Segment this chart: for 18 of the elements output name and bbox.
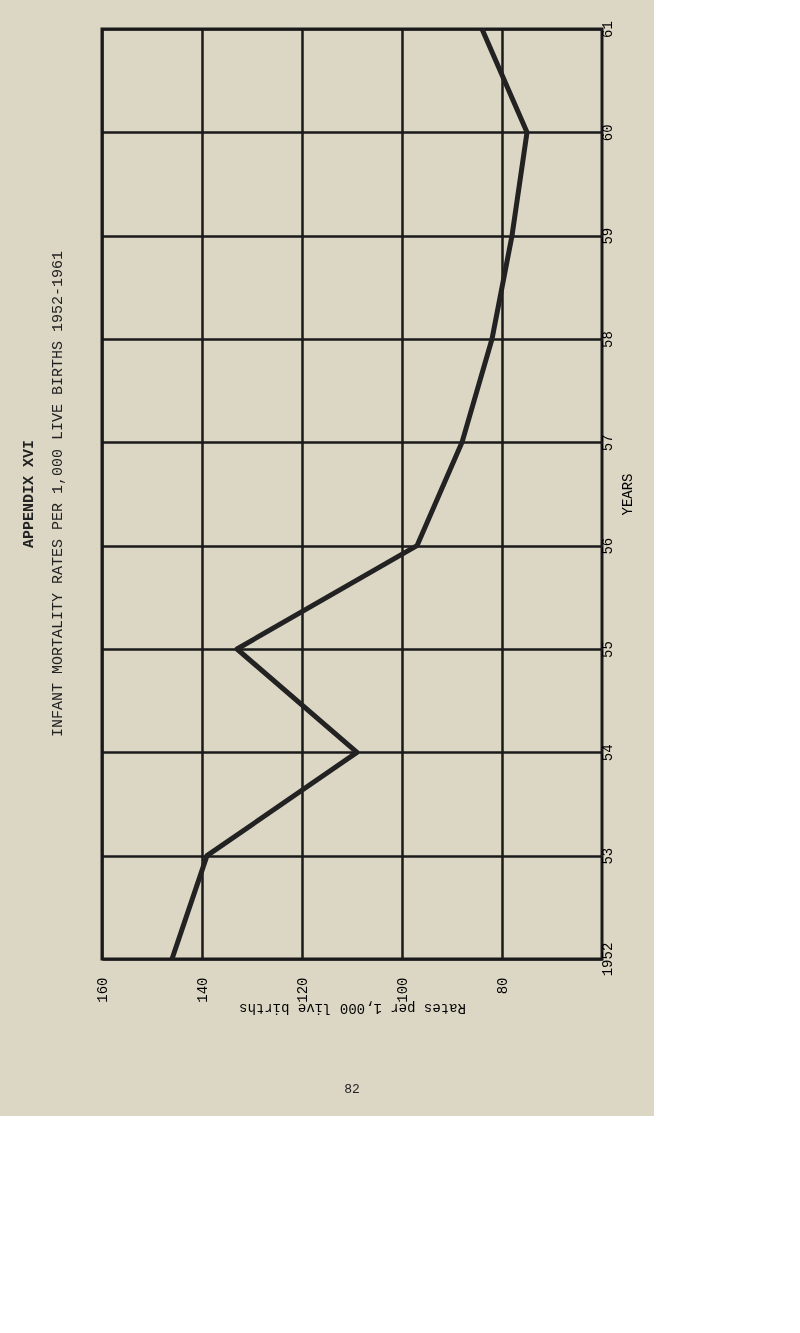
x-tick-label: 100: [394, 977, 411, 1003]
y-tick-label: 53: [599, 847, 616, 865]
x-tick-label: 80: [494, 977, 511, 995]
y-axis-title: YEARS: [619, 473, 636, 516]
y-tick-label: 61: [599, 21, 616, 38]
y-tick-label: 59: [599, 227, 616, 245]
y-tick-label: 1952: [599, 942, 616, 977]
y-tick-label: 57: [599, 434, 616, 452]
y-tick-label: 60: [599, 124, 616, 142]
text: INFANT MORTALITY RATES PER 1,000 LIVE BIRTHS 1952-1961: [50, 250, 67, 738]
y-tick-label: 55: [599, 641, 616, 658]
y-tick-label: 56: [599, 537, 616, 555]
y-tick-label: 58: [599, 331, 616, 348]
y-tick-label: 54: [599, 744, 616, 762]
x-tick-label: 140: [194, 977, 211, 1003]
x-tick-label: 160: [94, 977, 111, 1003]
text: 82: [344, 1082, 360, 1097]
text: APPENDIX XVI: [21, 439, 38, 549]
